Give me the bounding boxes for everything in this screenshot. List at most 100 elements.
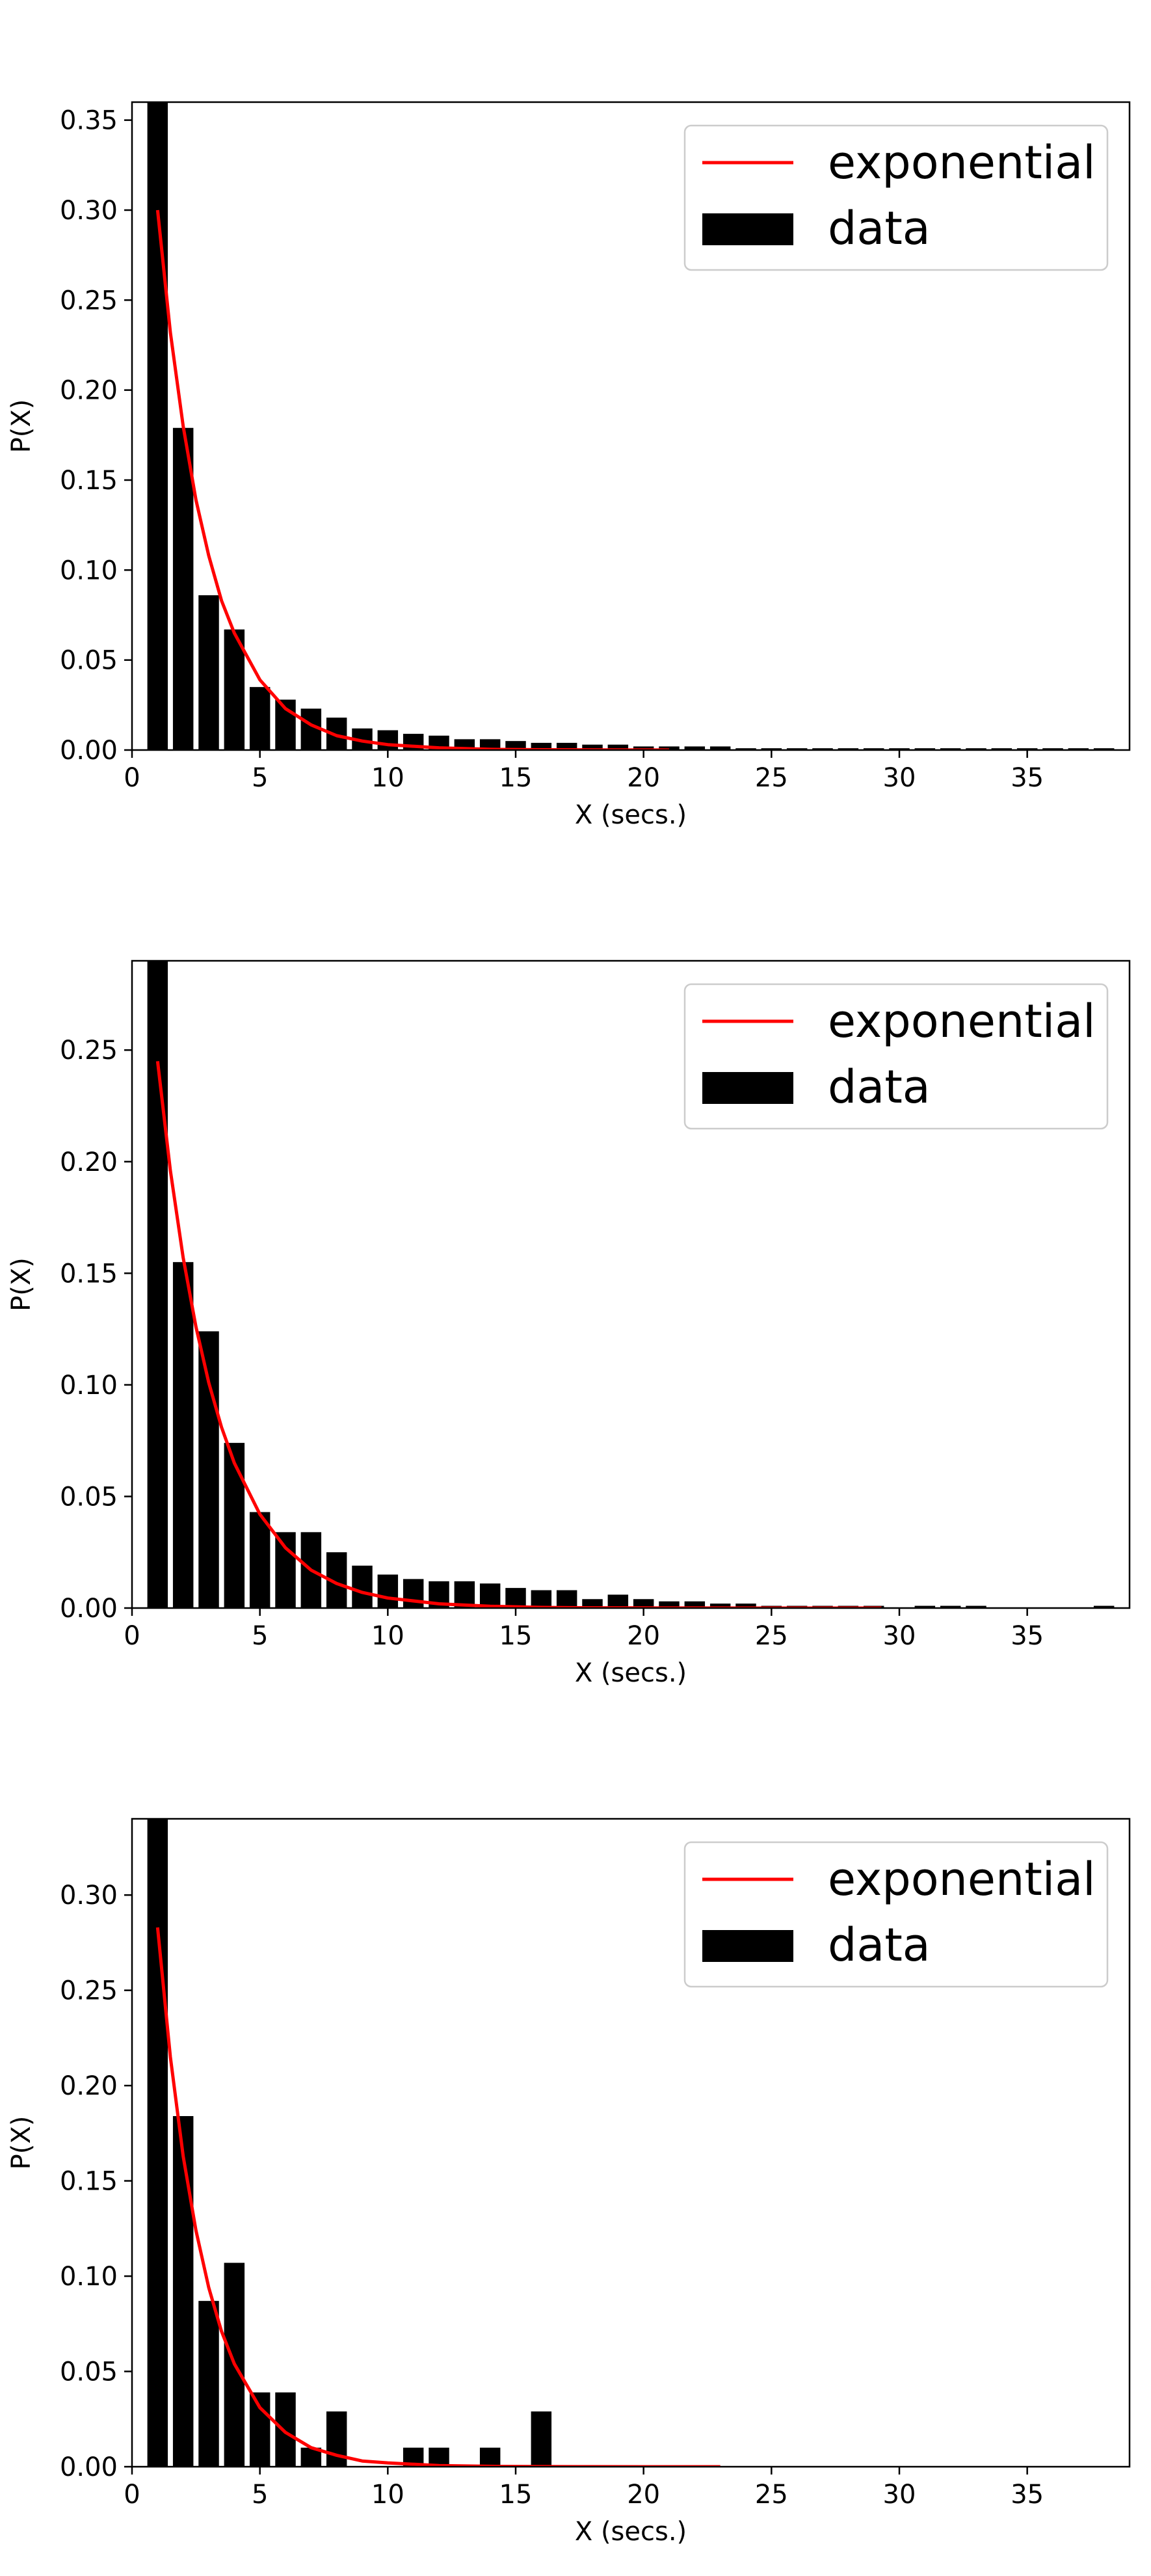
data-bar	[709, 746, 731, 750]
data-bar	[633, 1599, 654, 1608]
chart-panel-2: 0 5 10 15 20 25 30 35 0.00 0.05 0.10 0.15 0.20 0.25 X …	[7, 959, 1131, 1688]
y-tick-label: 0.10	[60, 1371, 118, 1401]
data-bar	[531, 2411, 552, 2467]
legend-label-exponential: exponential	[828, 136, 1096, 189]
data-bar	[198, 2301, 219, 2467]
data-bar	[582, 744, 603, 750]
legend-swatch-data	[702, 1072, 793, 1104]
y-tick-label: 0.20	[60, 376, 118, 406]
x-tick-label: 15	[499, 2480, 533, 2510]
y-tick-label: 0.00	[60, 736, 118, 766]
y-tick-label: 0.10	[60, 556, 118, 585]
x-tick-label: 5	[252, 1621, 268, 1651]
data-bar	[479, 2447, 501, 2467]
data-bar	[966, 748, 986, 750]
x-axis-label: X (secs.)	[575, 1658, 687, 1688]
plot-area	[147, 1819, 721, 2467]
data-bar	[607, 744, 629, 750]
data-bar	[940, 1605, 961, 1608]
data-bar	[172, 2115, 194, 2467]
y-tick-label: 0.35	[60, 106, 118, 136]
data-bar	[275, 1532, 296, 1608]
data-bar	[429, 2447, 449, 2467]
legend-swatch-data	[702, 1930, 793, 1962]
data-bar	[659, 1601, 680, 1608]
y-tick-label: 0.30	[60, 1881, 118, 1911]
chart-panel-3: 0 5 10 15 20 25 30 35 0.00 0.05 0.10 0.15 0.20 0.25 0.…	[7, 1818, 1131, 2547]
data-bar	[479, 739, 501, 750]
y-tick-label: 0.25	[60, 286, 118, 315]
x-tick-label: 0	[124, 763, 140, 793]
data-bar	[1068, 748, 1089, 750]
x-tick-label: 0	[124, 1621, 140, 1651]
x-tick-label: 10	[371, 1621, 404, 1651]
data-bar	[531, 1590, 552, 1608]
x-tick-label: 15	[499, 1621, 533, 1651]
y-tick-label: 0.15	[60, 2167, 118, 2197]
x-axis-label: X (secs.)	[575, 800, 687, 830]
data-bar	[249, 687, 271, 750]
data-bar	[224, 1443, 245, 1608]
data-bar	[377, 730, 399, 750]
x-tick-label: 20	[627, 763, 660, 793]
legend-label-data: data	[828, 202, 931, 255]
data-bar	[914, 1605, 936, 1608]
x-tick-label: 35	[1011, 1621, 1044, 1651]
legend-swatch-data	[702, 213, 793, 245]
x-tick-label: 35	[1011, 2480, 1044, 2510]
data-bar	[607, 1594, 629, 1608]
data-bar	[1093, 748, 1115, 750]
legend: exponential data	[683, 124, 1109, 271]
x-tick-label: 30	[883, 1621, 916, 1651]
data-bar	[684, 746, 706, 750]
data-bar	[1042, 748, 1063, 750]
plot-area	[147, 961, 1115, 1608]
y-tick-label: 0.15	[60, 1259, 118, 1289]
legend-label-exponential: exponential	[828, 995, 1096, 1048]
y-tick-label: 0.00	[60, 2452, 118, 2482]
axes-frame	[131, 959, 1131, 1609]
y-tick-label: 0.05	[60, 2357, 118, 2387]
data-bar	[786, 748, 808, 750]
data-bar	[582, 1599, 603, 1608]
x-axis-label: X (secs.)	[575, 2517, 687, 2547]
x-tick-label: 15	[499, 763, 533, 793]
y-tick-label: 0.10	[60, 2262, 118, 2292]
x-tick-label: 20	[627, 1621, 660, 1651]
y-tick-label: 0.05	[60, 646, 118, 676]
chart-panel-1: 0 5 10 15 20 25 30 35 0.00 0.05 0.10 0.15 0.20 0.25 0.…	[7, 101, 1131, 830]
data-bar	[172, 1262, 194, 1608]
data-bar	[249, 2392, 271, 2467]
x-tick-label: 5	[252, 2480, 268, 2510]
data-bar	[914, 748, 936, 750]
y-tick-label: 0.05	[60, 1482, 118, 1512]
legend-label-data: data	[828, 1060, 931, 1114]
x-tick-label: 10	[371, 763, 404, 793]
y-axis-label: P(X)	[7, 2116, 36, 2170]
data-bar	[147, 961, 168, 1608]
y-axis-label: P(X)	[7, 399, 36, 453]
axes-frame	[131, 1818, 1131, 2468]
data-bar	[556, 742, 577, 750]
y-axis-label: P(X)	[7, 1257, 36, 1311]
legend: exponential data	[683, 983, 1109, 1130]
legend: exponential data	[683, 1841, 1109, 1988]
data-bar	[352, 1565, 373, 1608]
data-bar	[377, 1574, 399, 1608]
data-bar	[709, 1603, 731, 1608]
data-bar	[659, 746, 680, 750]
data-bar	[735, 748, 756, 750]
data-bar	[198, 1331, 219, 1608]
x-tick-label: 35	[1011, 763, 1044, 793]
data-bar	[172, 427, 194, 750]
data-bar	[966, 1605, 986, 1608]
data-bar	[684, 1601, 706, 1608]
data-bar	[147, 102, 168, 750]
x-tick-label: 25	[755, 2480, 788, 2510]
y-tick-label: 0.00	[60, 1594, 118, 1624]
data-bar	[556, 1590, 577, 1608]
x-tick-label: 10	[371, 2480, 404, 2510]
x-tick-label: 5	[252, 763, 268, 793]
y-tick-label: 0.20	[60, 2071, 118, 2101]
